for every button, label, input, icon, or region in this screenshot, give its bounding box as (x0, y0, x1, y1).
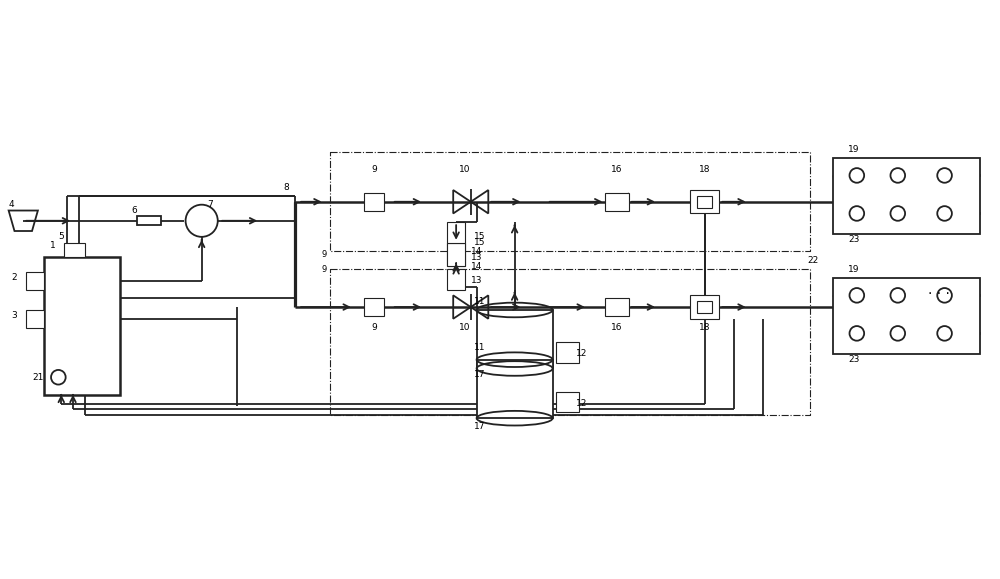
Circle shape (850, 168, 864, 183)
Bar (833, 158, 980, 234)
Bar (556, 342, 579, 362)
Text: 22: 22 (807, 256, 819, 265)
Text: 3: 3 (12, 312, 17, 320)
Text: 10: 10 (459, 165, 471, 174)
Text: 7: 7 (208, 200, 213, 209)
Bar (697, 196, 712, 208)
Text: 19: 19 (848, 265, 860, 273)
Bar (26, 272, 44, 290)
Text: 2: 2 (12, 273, 17, 283)
Bar (477, 360, 553, 418)
Circle shape (850, 206, 864, 221)
Circle shape (890, 206, 905, 221)
Text: 9: 9 (371, 323, 377, 332)
Text: 6: 6 (132, 206, 137, 215)
Text: 23: 23 (848, 355, 860, 364)
Bar (364, 298, 384, 316)
Bar (605, 298, 629, 316)
Text: 5: 5 (58, 232, 64, 241)
Circle shape (850, 326, 864, 340)
Bar (447, 243, 465, 266)
Text: 10: 10 (459, 323, 471, 332)
Bar (364, 193, 384, 211)
Circle shape (850, 288, 864, 303)
Text: 18: 18 (699, 323, 710, 332)
Text: 23: 23 (848, 235, 860, 244)
Text: 12: 12 (576, 349, 588, 358)
Bar (556, 392, 579, 412)
Bar (44, 257, 120, 395)
Bar (833, 278, 980, 354)
Text: 19: 19 (848, 145, 860, 153)
Text: 11: 11 (474, 343, 485, 353)
Circle shape (937, 206, 952, 221)
Circle shape (937, 168, 952, 183)
Circle shape (890, 326, 905, 340)
Text: 14: 14 (471, 247, 482, 256)
Text: 12: 12 (576, 399, 588, 408)
Circle shape (186, 205, 218, 237)
Bar (447, 243, 465, 266)
Bar (697, 301, 712, 313)
Circle shape (937, 288, 952, 303)
Text: 13: 13 (471, 276, 482, 285)
Text: 9: 9 (322, 265, 327, 273)
Bar (137, 217, 161, 225)
Text: 18: 18 (699, 165, 710, 174)
Text: 11: 11 (474, 296, 485, 306)
Bar (477, 310, 553, 368)
Bar (447, 269, 465, 290)
Circle shape (51, 370, 66, 384)
Text: 13: 13 (471, 253, 482, 262)
Text: 17: 17 (474, 370, 485, 379)
Bar (690, 295, 719, 319)
Text: 21: 21 (32, 373, 44, 382)
Text: 9: 9 (322, 250, 327, 259)
Circle shape (890, 288, 905, 303)
Text: 4: 4 (9, 200, 14, 209)
Bar (64, 243, 85, 257)
Text: 15: 15 (474, 238, 485, 247)
Text: 16: 16 (611, 165, 623, 174)
Text: 16: 16 (611, 323, 623, 332)
Text: 17: 17 (474, 423, 485, 431)
Bar (447, 222, 465, 243)
Text: 14: 14 (471, 262, 482, 270)
Text: 1: 1 (50, 241, 55, 250)
Text: 15: 15 (474, 232, 485, 241)
Text: . . .: . . . (928, 283, 950, 296)
Circle shape (937, 326, 952, 340)
Circle shape (890, 168, 905, 183)
Bar (605, 193, 629, 211)
Bar (690, 190, 719, 214)
Text: 8: 8 (284, 182, 289, 192)
Text: 9: 9 (371, 165, 377, 174)
Bar (26, 310, 44, 328)
